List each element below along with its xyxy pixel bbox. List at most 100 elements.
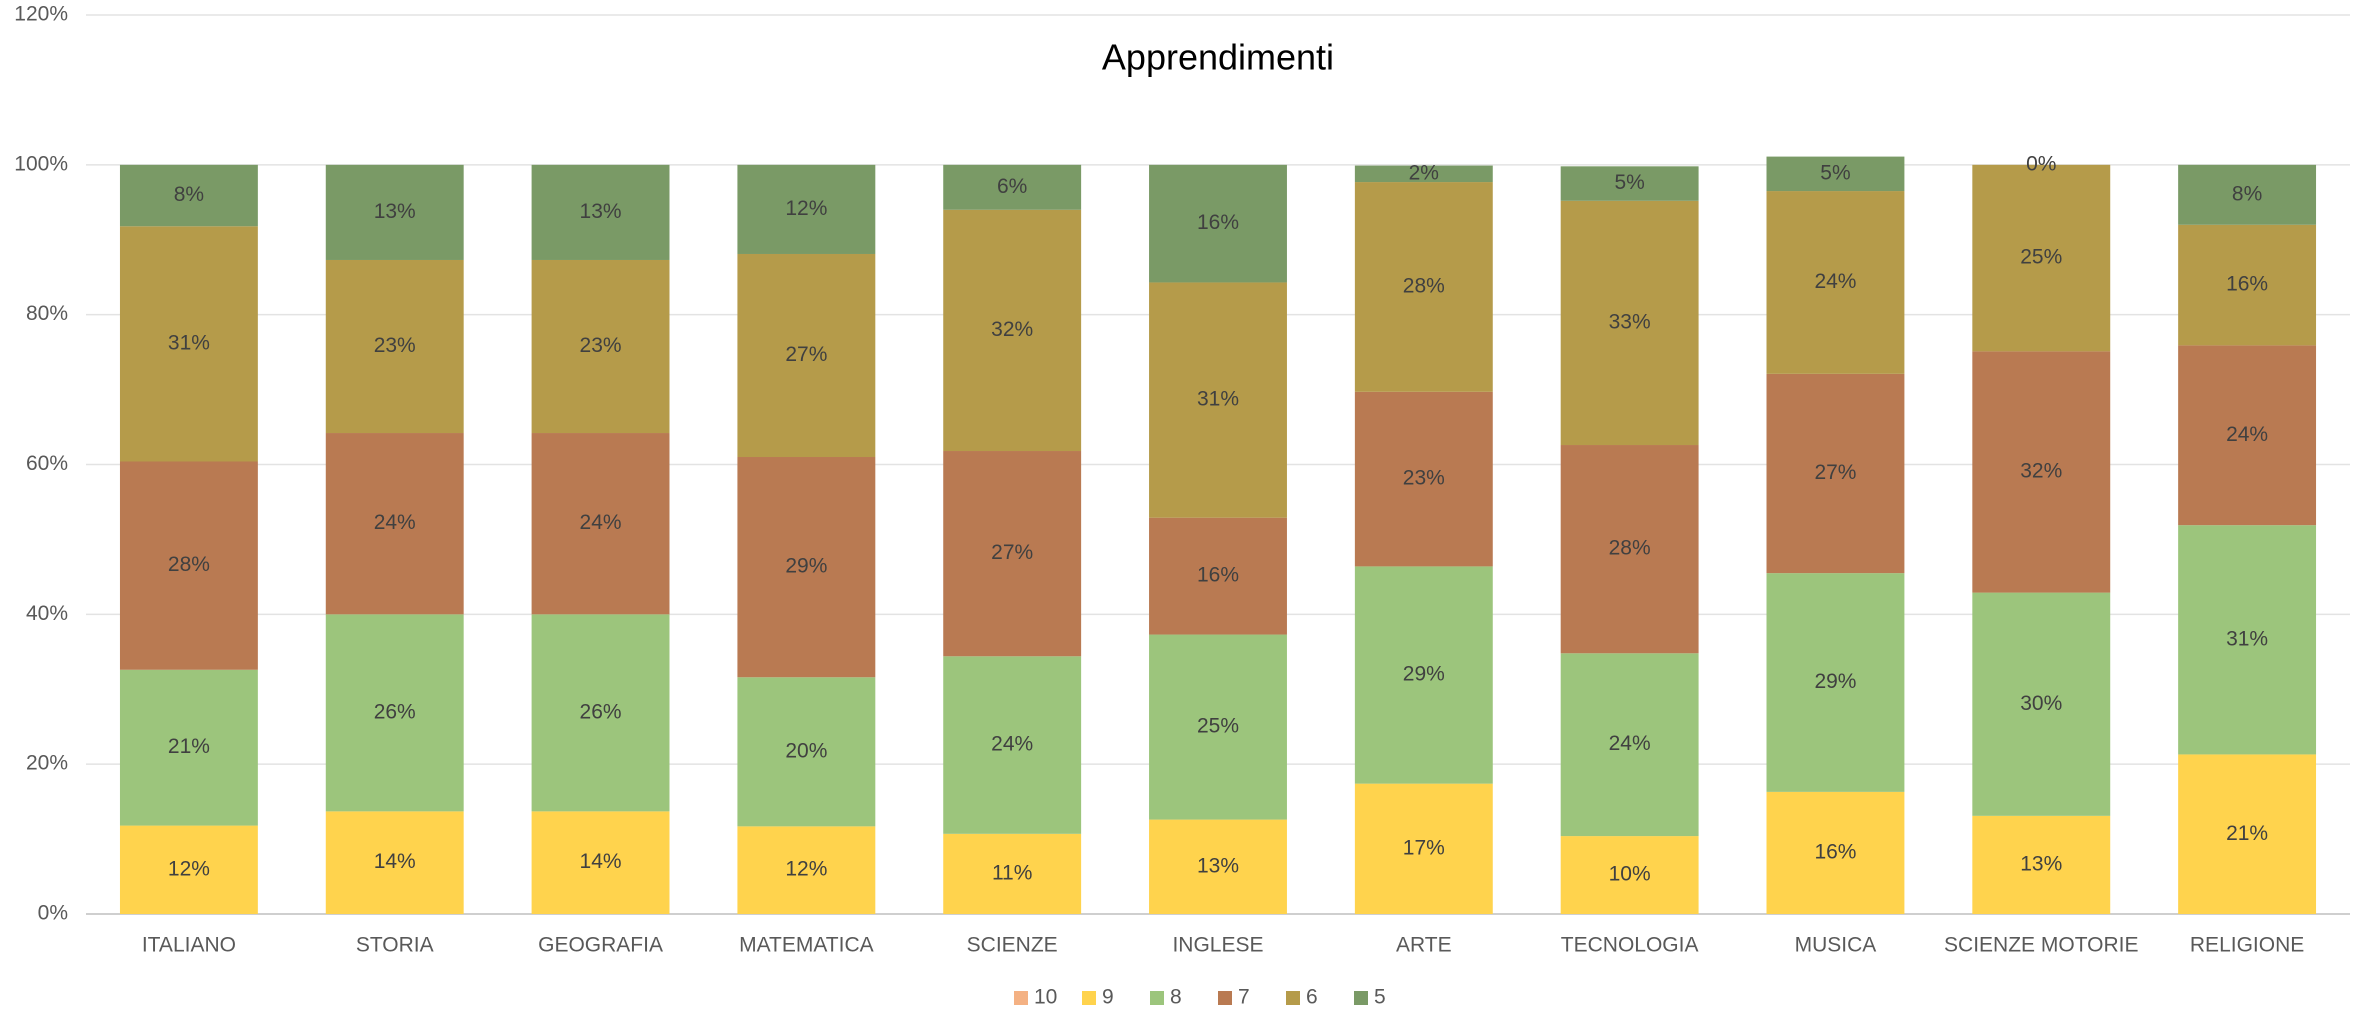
bar-segment — [119, 669, 258, 826]
data-label: 8% — [174, 183, 204, 206]
data-label: 12% — [785, 197, 827, 220]
data-label: 23% — [580, 334, 622, 357]
bar-segment — [1766, 573, 1905, 792]
bar-segment — [1560, 653, 1699, 837]
bar-segment — [737, 164, 876, 254]
bar-segment — [1149, 634, 1287, 820]
legend-swatch — [1218, 991, 1232, 1005]
bar-segment — [1149, 164, 1287, 283]
data-label: 23% — [374, 334, 416, 357]
data-label: 24% — [374, 511, 416, 534]
data-label: 10% — [1609, 863, 1651, 886]
data-label: 5% — [1614, 171, 1644, 194]
data-label: 13% — [374, 200, 416, 223]
bar-segment — [2178, 345, 2317, 526]
data-label: 14% — [374, 850, 416, 873]
bar-segment — [1354, 566, 1493, 784]
bar-segment — [943, 833, 1082, 914]
data-label: 32% — [991, 318, 1033, 341]
data-label: 6% — [997, 175, 1027, 198]
legend-label: 5 — [1374, 986, 1386, 1009]
bar-segment — [2178, 164, 2317, 225]
x-tick-label: INGLESE — [1172, 934, 1263, 957]
x-tick-label: TECNOLOGIA — [1561, 934, 1699, 957]
x-tick-label: SCIENZE MOTORIE — [1944, 934, 2138, 957]
legend-label: 10 — [1034, 986, 1057, 1009]
data-label: 31% — [168, 331, 210, 354]
data-label: 27% — [785, 343, 827, 366]
y-tick-label: 100% — [14, 152, 68, 175]
bar-segment — [325, 433, 464, 615]
bar-segment — [1354, 391, 1493, 567]
x-tick-label: GEOGRAFIA — [538, 934, 663, 957]
y-tick-label: 0% — [38, 902, 68, 925]
bar-segment — [2178, 754, 2317, 914]
bar-segment — [943, 656, 1082, 834]
data-label: 29% — [1814, 670, 1856, 693]
bar-segment — [1149, 517, 1287, 635]
y-tick-label: 120% — [14, 3, 68, 26]
data-label: 13% — [1197, 854, 1239, 877]
bar-segment — [1560, 836, 1699, 914]
legend-swatch — [1014, 991, 1028, 1005]
data-label: 11% — [992, 861, 1032, 884]
data-label: 12% — [168, 857, 210, 880]
data-label: 33% — [1609, 310, 1651, 333]
bar-segment — [1766, 373, 1905, 574]
bar-segment — [531, 164, 670, 260]
bar-segment — [325, 811, 464, 914]
data-label: 31% — [1197, 388, 1239, 411]
bar-segment — [531, 259, 670, 434]
bar-segment — [2178, 224, 2317, 346]
bar-segment — [325, 164, 464, 260]
bar-segment — [1560, 200, 1699, 446]
bar-segment — [1149, 819, 1287, 914]
legend-swatch — [1082, 991, 1096, 1005]
chart-title: Apprendimenti — [1102, 37, 1334, 78]
bar-segment — [1972, 351, 2111, 593]
x-tick-label: RELIGIONE — [2190, 934, 2304, 957]
data-label: 21% — [2226, 822, 2268, 845]
bar-segment — [325, 259, 464, 434]
data-label: 29% — [785, 555, 827, 578]
x-tick-label: ARTE — [1396, 934, 1452, 957]
x-tick-label: SCIENZE — [967, 934, 1058, 957]
data-label: 29% — [1403, 663, 1445, 686]
legend-swatch — [1150, 991, 1164, 1005]
bar-segment — [737, 826, 876, 914]
data-label: 28% — [168, 553, 210, 576]
bar-segment — [1560, 445, 1699, 654]
bar-segment — [119, 164, 258, 227]
bar-segment — [1149, 282, 1287, 518]
bar-segment — [1354, 783, 1493, 914]
data-label: 8% — [2232, 182, 2262, 205]
data-label: 13% — [2020, 852, 2062, 875]
data-label: 0% — [2026, 152, 2056, 175]
bar-segment — [1766, 791, 1905, 914]
y-tick-label: 60% — [26, 452, 68, 475]
data-label: 13% — [580, 200, 622, 223]
bar-segment — [943, 209, 1082, 452]
data-label: 17% — [1403, 836, 1445, 859]
x-tick-label: MATEMATICA — [739, 934, 874, 957]
bar-segment — [737, 457, 876, 678]
data-label: 27% — [1814, 461, 1856, 484]
legend-label: 6 — [1306, 986, 1318, 1009]
bar-segment — [119, 825, 258, 914]
bar-segment — [325, 614, 464, 812]
data-label: 16% — [1197, 564, 1239, 587]
bar-segment — [1972, 815, 2111, 914]
bar-segment — [531, 433, 670, 615]
legend-label: 8 — [1170, 986, 1182, 1009]
bar-segment — [119, 226, 258, 462]
data-label: 24% — [1814, 270, 1856, 293]
data-label: 24% — [991, 733, 1033, 756]
data-label: 16% — [2226, 273, 2268, 296]
bar-segment — [1560, 166, 1699, 201]
legend-label: 9 — [1102, 986, 1114, 1009]
data-label: 12% — [785, 858, 827, 881]
y-tick-label: 20% — [26, 752, 68, 775]
bar-segment — [531, 614, 670, 812]
data-label: 28% — [1609, 537, 1651, 560]
bar-segment — [531, 811, 670, 914]
